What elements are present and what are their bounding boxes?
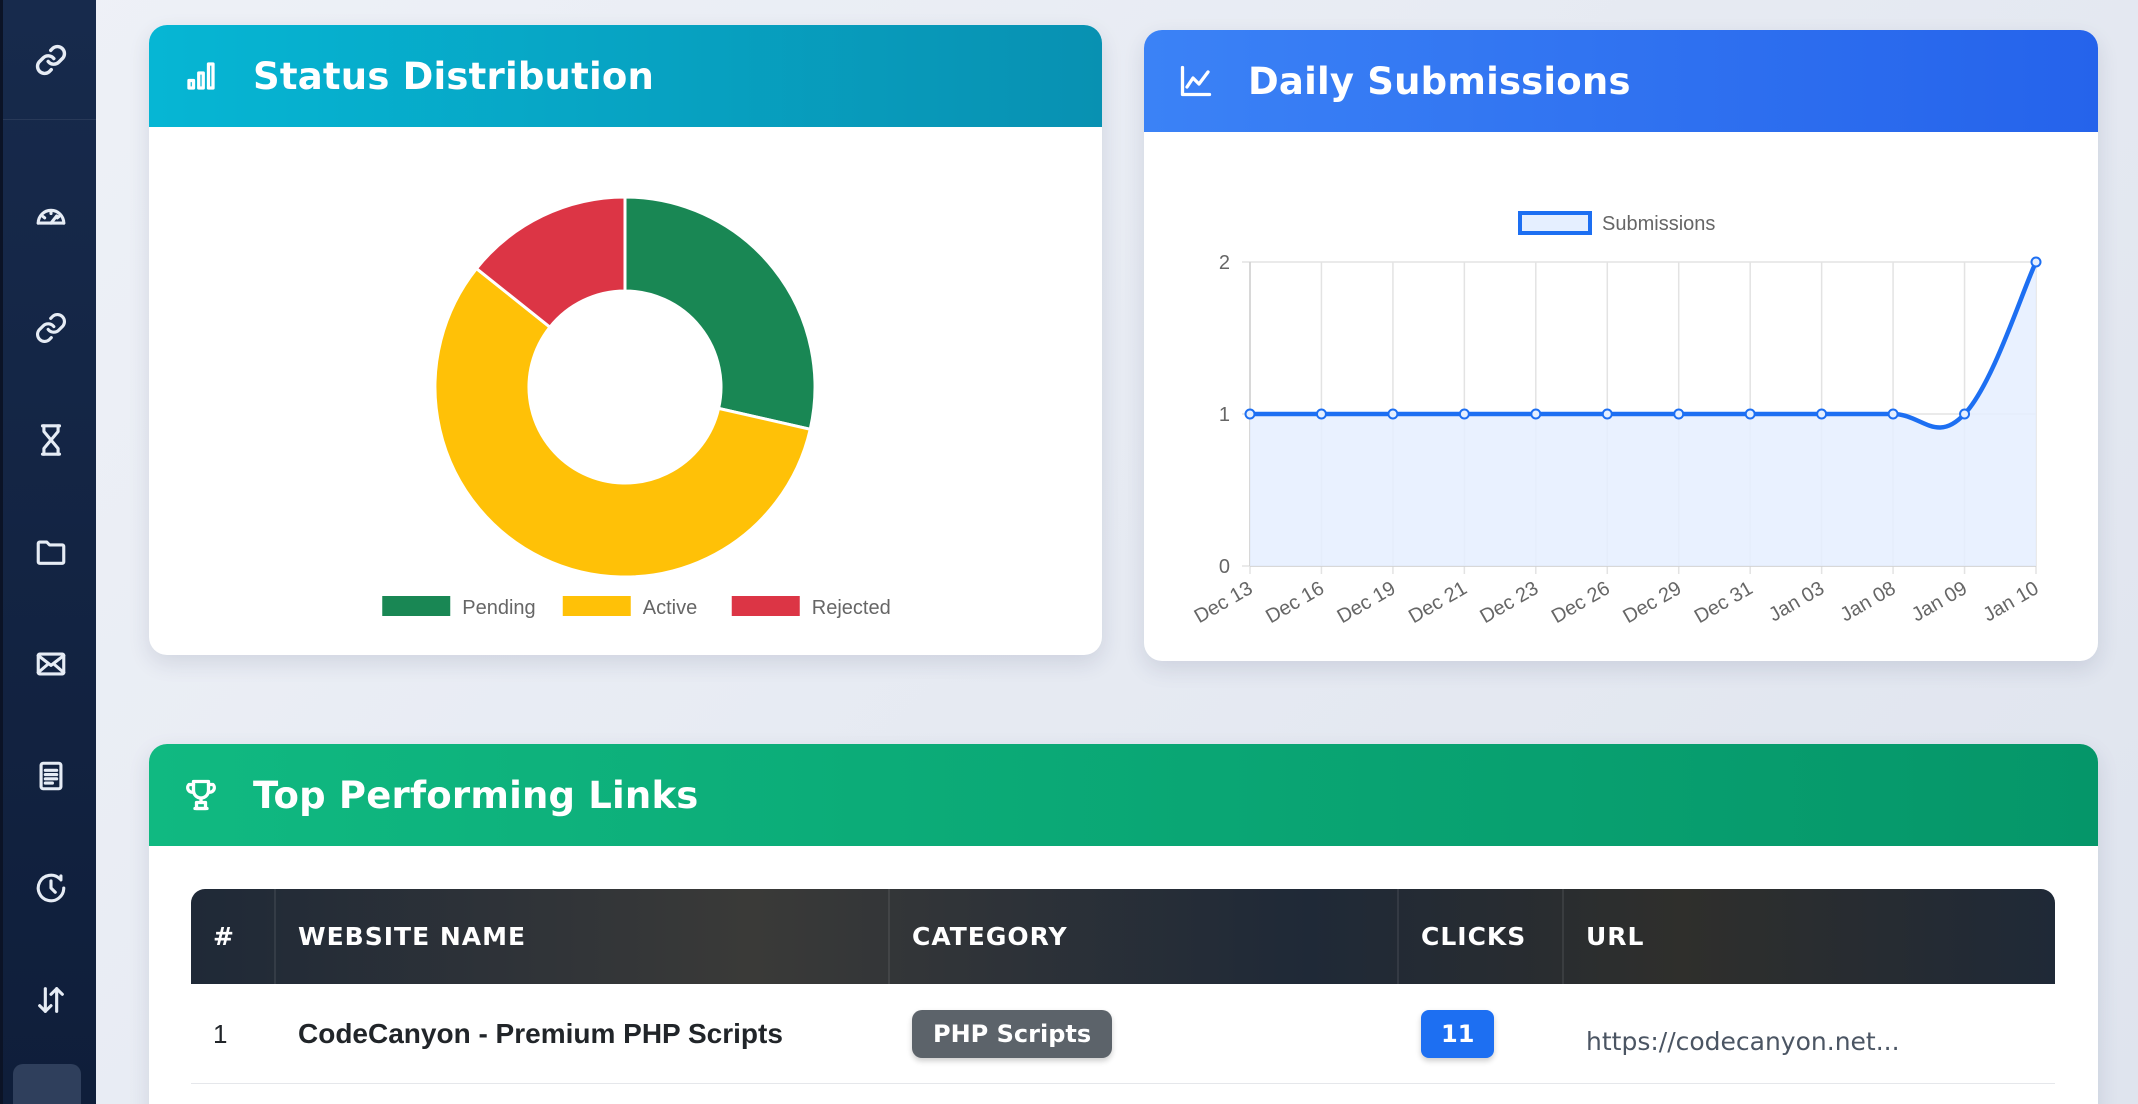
sidebar-item-pending[interactable] [3,410,99,470]
data-point[interactable] [1244,408,1256,420]
hourglass-icon [40,424,62,456]
sidebar-item-sorting[interactable] [3,970,99,1030]
clock-history-icon [36,873,66,903]
trophy-icon [186,779,216,811]
data-point[interactable] [1315,408,1327,420]
sidebar-item-history[interactable] [3,858,99,918]
dashboard-gauge-icon [36,208,66,225]
column-header-rank[interactable]: # [191,889,276,984]
x-tick-label: Dec 29 [1619,577,1685,628]
donut-slice-rejected[interactable] [474,195,627,330]
legend-label: Submissions [1602,213,1715,235]
clicks-badge: 11 [1421,1010,1495,1058]
sidebar-item-categories[interactable] [3,522,99,582]
link-icon [35,44,67,75]
x-tick-label: Jan 03 [1765,577,1828,626]
legend-item-active[interactable]: Active [562,596,697,619]
data-point[interactable] [1458,408,1470,420]
y-tick-label: 2 [1219,252,1230,274]
x-tick-label: Jan 10 [1979,577,2042,626]
daily-submissions-card: Daily Submissions 0 1 2 Dec 13 Dec 16 Dec 19 D… [1144,30,2098,661]
row-url-link[interactable]: https://codecanyon.net... [1586,1026,1900,1056]
column-header-clicks[interactable]: CLICKS [1399,889,1564,984]
x-tick-label: Jan 09 [1908,577,1971,626]
data-point[interactable] [1887,408,1899,420]
sidebar-item-pages[interactable] [3,746,99,806]
line-chart-icon [1180,65,1212,97]
legend-swatch [1518,211,1592,235]
legend-label: Rejected [812,597,891,619]
donut-slice-active[interactable] [433,266,813,579]
daily-card-header: Daily Submissions [1144,30,2098,132]
legend-item-submissions[interactable]: Submissions [1518,211,1715,235]
legend-swatch [731,596,800,616]
data-point[interactable] [1387,408,1399,420]
data-point[interactable] [1959,408,1971,420]
envelope-icon [36,652,66,676]
top-card-title: Top Performing Links [253,773,699,817]
x-tick-label: Dec 23 [1476,577,1542,628]
row-category-cell: PHP Scripts [890,984,1399,1084]
status-donut-chart: Pending Active Rejected [382,195,891,619]
sidebar-item-links[interactable] [3,298,99,358]
table-row[interactable]: 1 CodeCanyon - Premium PHP Scripts PHP S… [191,984,2055,1084]
top-performing-links-card: Top Performing Links # WEBSITE NAME CATE… [149,744,2098,1104]
legend-swatch [382,596,451,616]
bar-chart-icon [187,62,215,90]
x-tick-label: Dec 16 [1262,577,1328,628]
row-website-name: CodeCanyon - Premium PHP Scripts [298,1018,783,1049]
sort-arrows-icon [38,987,64,1013]
data-point[interactable] [2030,256,2042,268]
legend-label: Active [643,597,697,619]
row-rank: 1 [213,1018,228,1049]
data-point[interactable] [1530,408,1542,420]
legend-item-pending[interactable]: Pending [382,596,536,619]
status-card-title: Status Distribution [253,54,655,98]
folder-icon [36,540,66,565]
column-header-url[interactable]: URL [1586,922,1645,951]
category-badge: PHP Scripts [912,1010,1113,1058]
x-tick-label: Dec 13 [1191,577,1257,628]
sidebar [0,0,99,1104]
top-card-header: Top Performing Links [149,744,2098,846]
series-line-submissions [1249,261,2039,430]
table-header-row: # WEBSITE NAME CATEGORY CLICKS URL [191,889,2055,984]
top-links-table: # WEBSITE NAME CATEGORY CLICKS URL 1 Cod… [191,889,2055,1084]
data-point[interactable] [1601,408,1613,420]
data-point[interactable] [1816,408,1828,420]
data-point[interactable] [1744,408,1756,420]
x-tick-label: Dec 21 [1405,577,1471,628]
daily-card-title: Daily Submissions [1248,59,1631,103]
status-distribution-card: Status Distribution Pending Active Rejecte… [149,25,1102,655]
document-icon [39,761,63,791]
legend-item-rejected[interactable]: Rejected [731,596,891,619]
y-tick-label: 0 [1219,556,1230,578]
sidebar-brand[interactable] [3,0,99,120]
row-url-cell: https://codecanyon.net... [1564,984,2055,1084]
row-clicks-cell: 11 [1399,984,1564,1084]
donut-slice-pending[interactable] [623,195,817,432]
x-tick-label: Dec 26 [1548,577,1614,628]
legend-label: Pending [462,597,535,619]
sidebar-item-dashboard[interactable] [3,186,99,246]
x-tick-label: Jan 08 [1837,577,1900,626]
column-header-category[interactable]: CATEGORY [890,889,1399,984]
sidebar-item-messages[interactable] [3,634,99,694]
status-card-header: Status Distribution [149,25,1102,127]
sidebar-user-tab[interactable] [13,1064,81,1104]
x-tick-label: Dec 31 [1691,577,1757,628]
legend-swatch [562,596,631,616]
column-header-website-name[interactable]: WEBSITE NAME [276,889,890,984]
x-tick-label: Dec 19 [1334,577,1400,628]
y-tick-label: 1 [1219,404,1230,426]
link-icon [36,313,66,343]
data-point[interactable] [1673,408,1685,420]
